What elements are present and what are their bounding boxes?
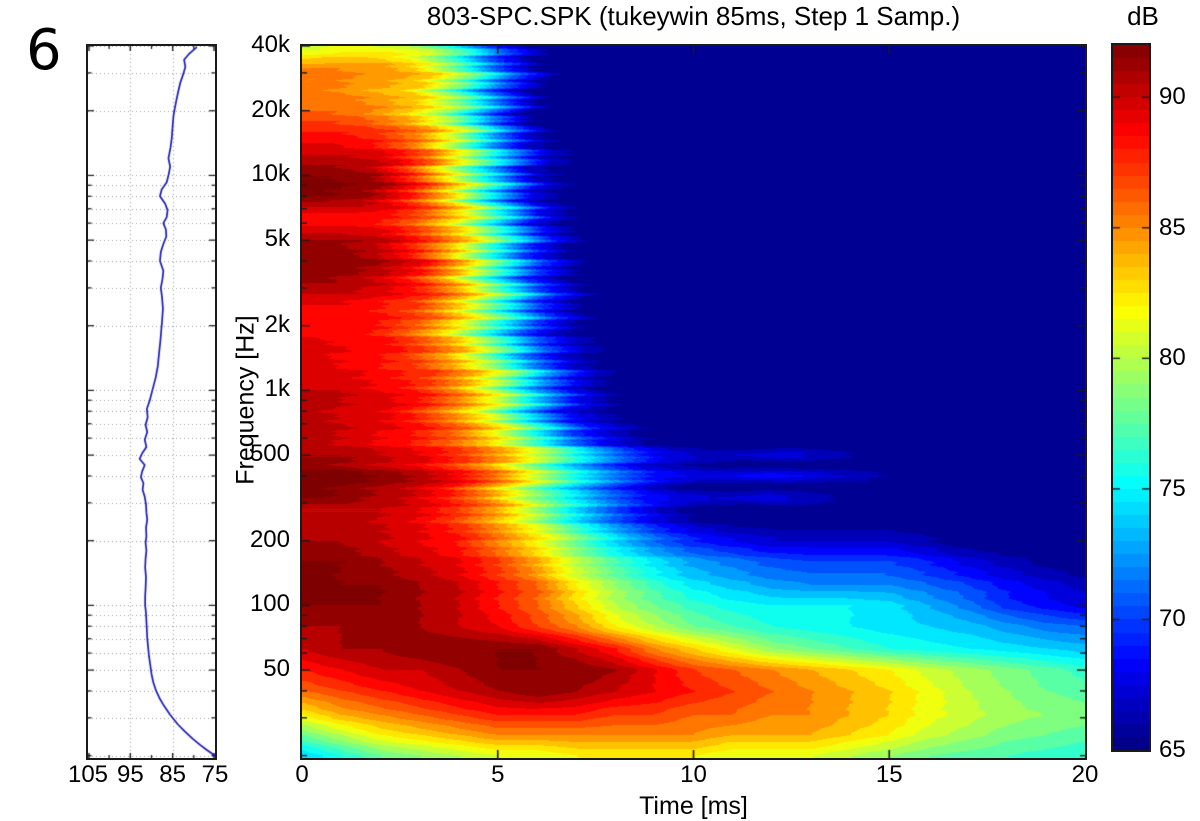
colorbar-tick-label-90: 90 <box>1159 83 1186 111</box>
frequency-response-curve-canvas <box>88 46 215 758</box>
inset-tick-label-75: 75 <box>201 761 229 788</box>
figure-page: 6 803-SPC.SPK (tukeywin 85ms, Step 1 Sam… <box>26 1 1186 820</box>
y-tick-label-2k: 2k <box>264 310 290 338</box>
colorbar-tick-label-85: 85 <box>1159 213 1186 241</box>
colorbar-tick-label-80: 80 <box>1159 344 1186 372</box>
x-axis-title-clipped: Time [ms] <box>639 792 748 820</box>
y-tick-label-100: 100 <box>249 590 290 618</box>
y-tick-label-20k: 20k <box>251 95 290 123</box>
x-tick-label-10: 10 <box>680 761 707 788</box>
x-tick-label-15: 15 <box>875 761 903 788</box>
y-tick-label-50: 50 <box>263 655 290 683</box>
colorbar-tick-label-75: 75 <box>1159 474 1186 502</box>
x-tick-label-20: 20 <box>1071 761 1099 788</box>
y-tick-label-5k: 5k <box>264 225 290 253</box>
y-tick-label-500: 500 <box>249 440 290 468</box>
y-tick-label-40k: 40k <box>251 31 290 58</box>
spectrogram-canvas <box>302 46 1085 758</box>
colorbar-unit-label: dB <box>1127 1 1159 31</box>
colorbar-gradient-canvas <box>1113 45 1149 750</box>
colorbar <box>1111 43 1151 752</box>
y-tick-label-1k: 1k <box>264 375 290 403</box>
inset-tick-label-95: 95 <box>116 761 144 788</box>
inset-tick-label-85: 85 <box>159 761 186 788</box>
plot-title: 803-SPC.SPK (tukeywin 85ms, Step 1 Samp.… <box>426 1 961 31</box>
colorbar-tick-label-70: 70 <box>1159 605 1186 633</box>
x-tick-label-5: 5 <box>491 761 505 788</box>
frequency-response-inset <box>86 44 217 760</box>
y-tick-label-200: 200 <box>249 525 290 553</box>
x-tick-label-0: 0 <box>295 761 309 788</box>
colorbar-tick-label-65: 65 <box>1159 736 1186 763</box>
y-tick-label-10k: 10k <box>251 160 290 188</box>
figure-number: 6 <box>26 18 62 83</box>
spectrogram-plot <box>300 44 1087 760</box>
inset-tick-label-105: 105 <box>67 761 109 788</box>
